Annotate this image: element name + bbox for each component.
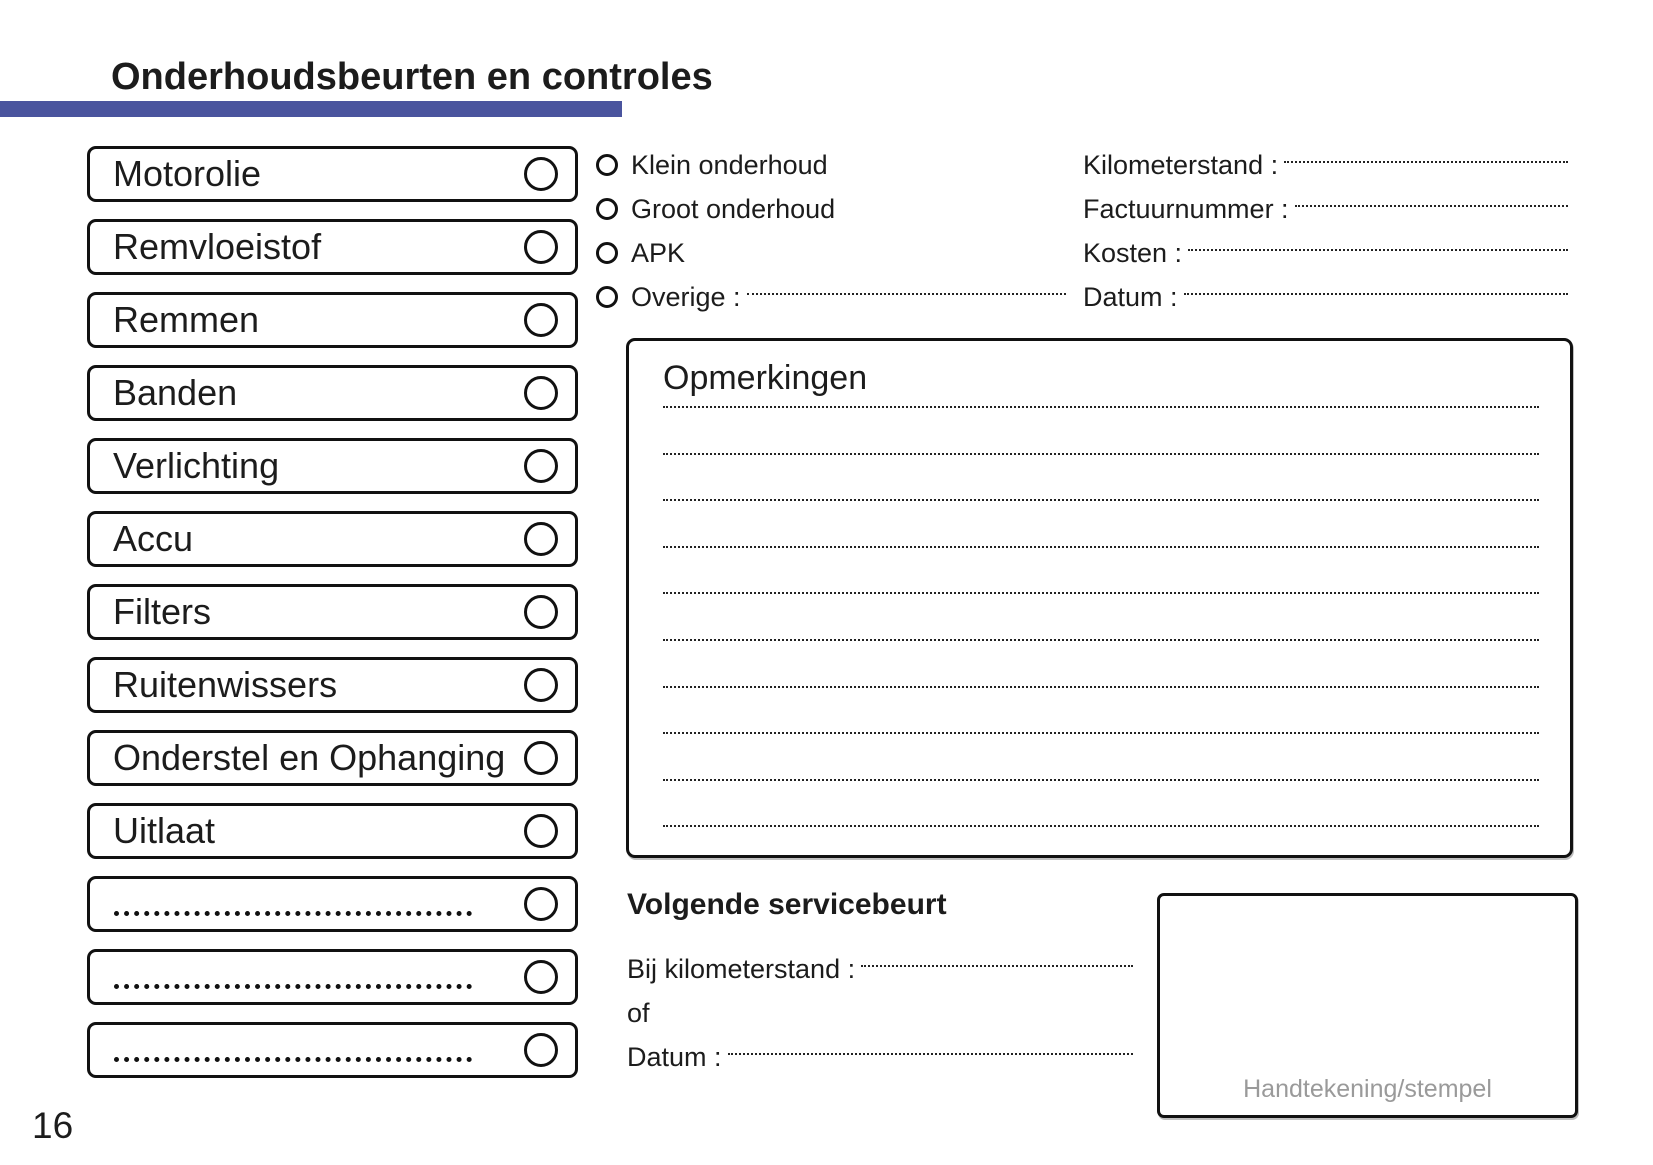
checklist-row-motorolie: Motorolie <box>87 146 578 202</box>
checklist-label: Onderstel en Ophanging <box>113 737 506 778</box>
checklist-row-blank-3 <box>87 1022 578 1078</box>
check-circle[interactable] <box>524 157 558 191</box>
check-circle[interactable] <box>524 303 558 337</box>
checklist-row-verlichting: Verlichting <box>87 438 578 494</box>
checklist-label: Banden <box>113 372 238 413</box>
check-circle[interactable] <box>524 595 558 629</box>
remarks-title: Opmerkingen <box>663 359 868 397</box>
service-type-label: Groot onderhoud <box>631 193 836 224</box>
fill-in-line[interactable] <box>663 406 1539 408</box>
radio-circle[interactable] <box>596 154 618 176</box>
checklist-label: Remvloeistof <box>113 226 322 267</box>
check-circle[interactable] <box>524 1033 558 1067</box>
check-circle[interactable] <box>524 376 558 410</box>
checklist-row-remvloeistof: Remvloeistof <box>87 219 578 275</box>
field-factuurnummer: Factuurnummer : <box>1083 191 1568 227</box>
service-type-label: Klein onderhoud <box>631 149 828 180</box>
checklist-row-ruitenwissers: Ruitenwissers <box>87 657 578 713</box>
check-circle[interactable] <box>524 449 558 483</box>
fill-in-line[interactable] <box>663 452 1539 455</box>
check-circle[interactable] <box>524 741 558 775</box>
fill-in-line[interactable] <box>746 292 1066 295</box>
checklist-label: Uitlaat <box>113 810 216 851</box>
field-label: Datum : <box>1083 281 1178 312</box>
field-label: Datum : <box>627 1041 722 1072</box>
next-service-date-row: Datum : <box>627 1039 1133 1075</box>
fill-in-line[interactable] <box>663 545 1539 548</box>
checklist-row-accu: Accu <box>87 511 578 567</box>
fill-in-line[interactable] <box>727 1052 1133 1055</box>
remarks-box: Opmerkingen <box>626 338 1573 858</box>
fill-in-line[interactable] <box>861 964 1133 967</box>
radio-circle[interactable] <box>596 286 618 308</box>
checklist-label: Ruitenwissers <box>113 664 338 705</box>
service-type-label: APK <box>631 237 686 268</box>
fill-in-line[interactable] <box>663 685 1539 688</box>
checklist-label: Motorolie <box>113 153 262 194</box>
check-circle[interactable] <box>524 960 558 994</box>
field-kosten: Kosten : <box>1083 235 1568 271</box>
checklist-row-uitlaat: Uitlaat <box>87 803 578 859</box>
fill-in-line[interactable] <box>663 639 1539 641</box>
next-service-title: Volgende servicebeurt <box>627 888 947 921</box>
field-label: of <box>627 997 650 1028</box>
radio-circle[interactable] <box>596 242 618 264</box>
fill-in-line[interactable] <box>114 984 472 989</box>
fill-in-line[interactable] <box>1183 292 1568 295</box>
check-circle[interactable] <box>524 668 558 702</box>
fill-in-line[interactable] <box>663 825 1539 828</box>
service-type-overige: Overige : <box>596 279 1066 315</box>
fill-in-line[interactable] <box>114 1057 472 1062</box>
check-circle[interactable] <box>524 887 558 921</box>
checklist-row-blank-1 <box>87 876 578 932</box>
field-label: Factuurnummer : <box>1083 193 1289 224</box>
next-service-or-row: of <box>627 995 1133 1031</box>
fill-in-line[interactable] <box>663 499 1539 502</box>
page-number: 16 <box>32 1105 74 1146</box>
checklist-label: Accu <box>113 518 194 559</box>
signature-label: Handtekening/stempel <box>1243 1075 1492 1103</box>
signature-box[interactable]: Handtekening/stempel <box>1157 893 1578 1118</box>
checklist-row-filters: Filters <box>87 584 578 640</box>
fill-in-line[interactable] <box>114 911 472 916</box>
next-service-km-row: Bij kilometerstand : <box>627 951 1133 987</box>
checklist-row-banden: Banden <box>87 365 578 421</box>
fill-in-line[interactable] <box>663 778 1539 781</box>
service-type-klein: Klein onderhoud <box>596 147 946 183</box>
checklist-label: Filters <box>113 591 211 632</box>
field-label: Kilometerstand : <box>1083 149 1279 180</box>
check-circle[interactable] <box>524 230 558 264</box>
checklist-row-remmen: Remmen <box>87 292 578 348</box>
fill-in-line[interactable] <box>1284 160 1568 163</box>
fill-in-line[interactable] <box>1188 248 1568 251</box>
check-circle[interactable] <box>524 522 558 556</box>
fill-in-line[interactable] <box>663 592 1539 595</box>
checklist-row-blank-2 <box>87 949 578 1005</box>
fill-in-line[interactable] <box>663 732 1539 735</box>
field-kilometerstand: Kilometerstand : <box>1083 147 1568 183</box>
service-type-groot: Groot onderhoud <box>596 191 946 227</box>
service-type-label: Overige : <box>631 281 741 312</box>
field-datum: Datum : <box>1083 279 1568 315</box>
title-accent-bar <box>0 101 622 117</box>
checklist-label: Verlichting <box>113 445 280 486</box>
checklist-row-onderstel: Onderstel en Ophanging <box>87 730 578 786</box>
service-type-apk: APK <box>596 235 946 271</box>
fill-in-line[interactable] <box>1294 204 1568 207</box>
check-circle[interactable] <box>524 814 558 848</box>
field-label: Bij kilometerstand : <box>627 953 856 984</box>
field-label: Kosten : <box>1083 237 1183 268</box>
radio-circle[interactable] <box>596 198 618 220</box>
page-title: Onderhoudsbeurten en controles <box>111 56 713 98</box>
checklist-label: Remmen <box>113 299 260 340</box>
